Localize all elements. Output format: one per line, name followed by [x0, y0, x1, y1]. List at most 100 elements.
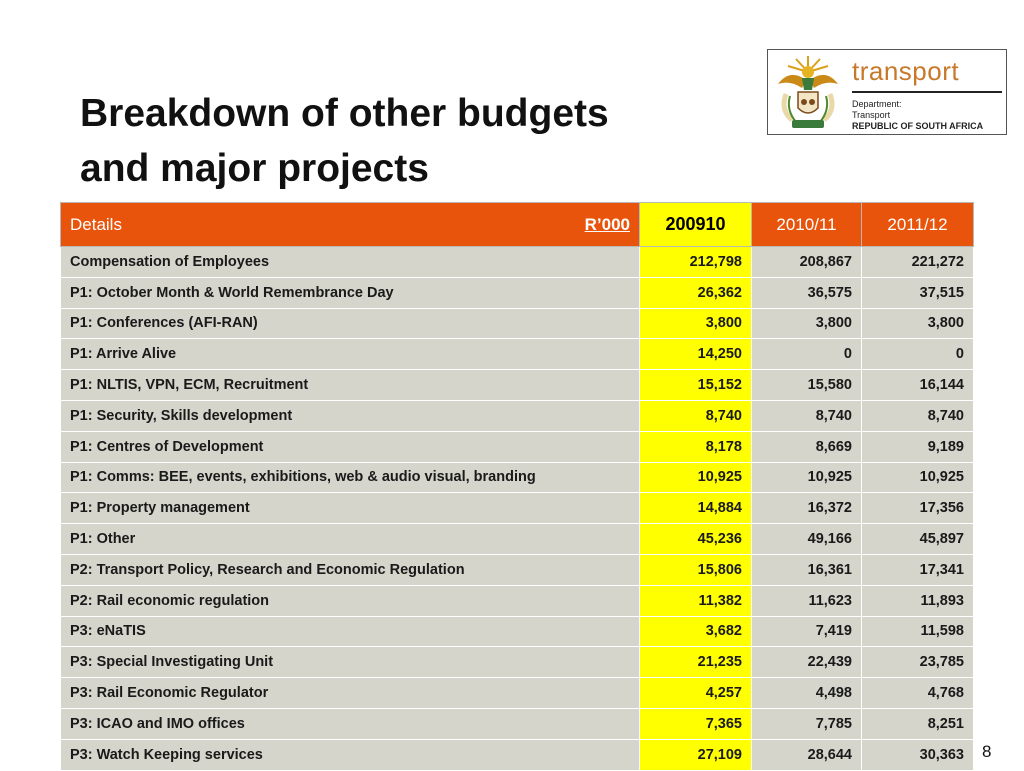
slide-title-line-1: Breakdown of other budgets	[80, 92, 609, 135]
row-value-2011-12: 221,272	[861, 246, 974, 278]
row-detail: P1: Other	[60, 523, 640, 555]
row-value-2010-11: 8,740	[751, 399, 862, 432]
row-value-2010-11: 7,785	[751, 707, 862, 740]
row-detail: P1: Conferences (AFI-RAN)	[60, 307, 640, 340]
table-row: P3: ICAO and IMO offices 7,365 7,785 8,251	[60, 707, 974, 740]
row-value-2010-11: 8,669	[751, 430, 862, 463]
logo-department-name: Transport	[852, 110, 891, 120]
logo-brand-word: transport	[852, 56, 960, 86]
table-row: Compensation of Employees 212,798 208,867 2…	[60, 246, 974, 278]
row-detail: P1: Security, Skills development	[60, 399, 640, 432]
row-value-2010-11: 16,361	[751, 553, 862, 586]
row-detail: P1: Comms: BEE, events, exhibitions, web…	[60, 461, 640, 494]
row-value-2011-12: 8,740	[861, 399, 974, 432]
row-value-2011-12: 9,189	[861, 430, 974, 463]
row-value-200910: 3,682	[639, 615, 752, 648]
row-detail: P2: Rail economic regulation	[60, 584, 640, 617]
row-value-200910: 14,884	[639, 492, 752, 525]
row-value-2010-11: 16,372	[751, 492, 862, 525]
row-detail: P1: October Month & World Remembrance Da…	[60, 276, 640, 309]
row-detail: P3: eNaTIS	[60, 615, 640, 648]
row-value-2010-11: 28,644	[751, 738, 862, 771]
row-value-200910: 4,257	[639, 677, 752, 709]
table-row: P1: Conferences (AFI-RAN) 3,800 3,800 3,800	[60, 307, 974, 340]
logo-divider	[852, 91, 1002, 93]
table-row: P3: Special Investigating Unit 21,235 22,4…	[60, 646, 974, 679]
row-value-200910: 15,152	[639, 369, 752, 401]
page-number: 8	[982, 742, 992, 761]
table-row: P1: October Month & World Remembrance Da…	[60, 276, 974, 309]
row-value-2011-12: 11,893	[861, 584, 974, 617]
row-value-2011-12: 4,768	[861, 677, 974, 709]
row-value-2011-12: 0	[861, 338, 974, 371]
row-value-200910: 15,806	[639, 553, 752, 586]
row-detail: Compensation of Employees	[60, 246, 640, 278]
row-value-2011-12: 8,251	[861, 707, 974, 740]
slide-title: Breakdown of other budgets and major pro…	[80, 86, 740, 196]
row-value-2011-12: 37,515	[861, 276, 974, 309]
table-row: P1: Arrive Alive 14,250 0 0	[60, 338, 974, 371]
row-value-2010-11: 11,623	[751, 584, 862, 617]
row-value-2010-11: 22,439	[751, 646, 862, 679]
row-value-2010-11: 208,867	[751, 246, 862, 278]
row-value-2010-11: 10,925	[751, 461, 862, 494]
row-detail: P1: Arrive Alive	[60, 338, 640, 371]
logo-department-label: Department:	[852, 99, 902, 109]
row-value-2010-11: 0	[751, 338, 862, 371]
header-details-label: Details	[70, 214, 122, 234]
department-of-transport-logo: transport Department: Transport REPUBLIC…	[767, 49, 1007, 135]
table-row: P1: Centres of Development 8,178 8,669 9,18…	[60, 430, 974, 463]
row-detail: P1: Property management	[60, 492, 640, 525]
row-value-2011-12: 11,598	[861, 615, 974, 648]
row-value-200910: 10,925	[639, 461, 752, 494]
row-value-2010-11: 49,166	[751, 523, 862, 555]
slide-title-line-2: and major projects	[80, 147, 429, 190]
row-value-2011-12: 16,144	[861, 369, 974, 401]
row-value-2011-12: 30,363	[861, 738, 974, 771]
row-value-2010-11: 4,498	[751, 677, 862, 709]
south-africa-coat-of-arms-icon	[778, 56, 838, 128]
header-unit-label: R’000	[584, 214, 630, 234]
row-value-2010-11: 36,575	[751, 276, 862, 309]
row-value-2011-12: 45,897	[861, 523, 974, 555]
row-value-2011-12: 23,785	[861, 646, 974, 679]
row-detail: P3: Watch Keeping services	[60, 738, 640, 771]
header-year-2011-12: 2011/12	[861, 202, 974, 247]
table-row: P1: Other 45,236 49,166 45,897	[60, 523, 974, 555]
row-value-2011-12: 10,925	[861, 461, 974, 494]
row-value-200910: 8,740	[639, 399, 752, 432]
row-value-200910: 14,250	[639, 338, 752, 371]
logo-country: REPUBLIC OF SOUTH AFRICA	[852, 121, 984, 131]
table-row: P3: Watch Keeping services 27,109 28,644 30…	[60, 738, 974, 771]
row-value-2011-12: 3,800	[861, 307, 974, 340]
table-row: P2: Rail economic regulation 11,382 11,623…	[60, 584, 974, 617]
row-value-200910: 3,800	[639, 307, 752, 340]
row-value-2010-11: 15,580	[751, 369, 862, 401]
table-row: P3: eNaTIS 3,682 7,419 11,598	[60, 615, 974, 648]
row-value-2011-12: 17,356	[861, 492, 974, 525]
row-value-2010-11: 3,800	[751, 307, 862, 340]
row-detail: P3: ICAO and IMO offices	[60, 707, 640, 740]
table-row: P1: Property management 14,884 16,372 17,35…	[60, 492, 974, 525]
row-value-2010-11: 7,419	[751, 615, 862, 648]
row-value-200910: 27,109	[639, 738, 752, 771]
row-detail: P3: Special Investigating Unit	[60, 646, 640, 679]
row-value-2011-12: 17,341	[861, 553, 974, 586]
row-value-200910: 11,382	[639, 584, 752, 617]
row-detail: P3: Rail Economic Regulator	[60, 677, 640, 709]
table-header-row: Details R’000 200910 2010/11 2011/12	[60, 202, 974, 247]
table-row: P1: NLTIS, VPN, ECM, Recruitment 15,152 15…	[60, 369, 974, 401]
budget-table: Details R’000 200910 2010/11 2011/12 Com…	[60, 202, 974, 771]
header-year-2010-11: 2010/11	[751, 202, 862, 247]
table-row: P1: Security, Skills development 8,740 8,7…	[60, 399, 974, 432]
row-value-200910: 8,178	[639, 430, 752, 463]
row-value-200910: 212,798	[639, 246, 752, 278]
table-row: P3: Rail Economic Regulator 4,257 4,498 4,7…	[60, 677, 974, 709]
row-detail: P1: NLTIS, VPN, ECM, Recruitment	[60, 369, 640, 401]
row-detail: P1: Centres of Development	[60, 430, 640, 463]
table-row: P2: Transport Policy, Research and Econo…	[60, 553, 974, 586]
row-value-200910: 21,235	[639, 646, 752, 679]
row-value-200910: 45,236	[639, 523, 752, 555]
row-detail: P2: Transport Policy, Research and Econo…	[60, 553, 640, 586]
table-body: Compensation of Employees 212,798 208,867 2…	[60, 246, 974, 771]
